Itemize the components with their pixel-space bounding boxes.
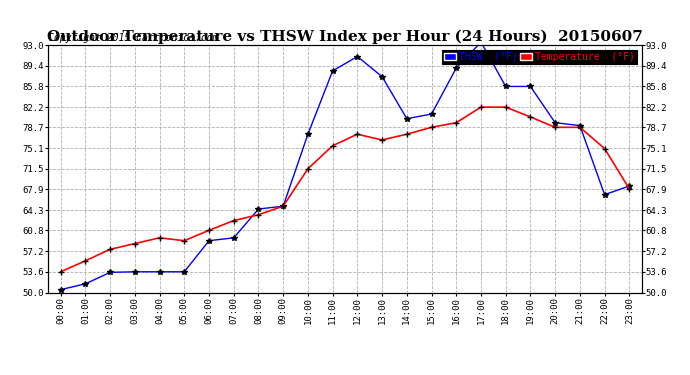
Legend: THSW  (°F), Temperature  (°F): THSW (°F), Temperature (°F) (442, 50, 637, 64)
Text: Copyright 2015 Cartronics.com: Copyright 2015 Cartronics.com (48, 33, 219, 42)
Title: Outdoor Temperature vs THSW Index per Hour (24 Hours)  20150607: Outdoor Temperature vs THSW Index per Ho… (47, 30, 643, 44)
